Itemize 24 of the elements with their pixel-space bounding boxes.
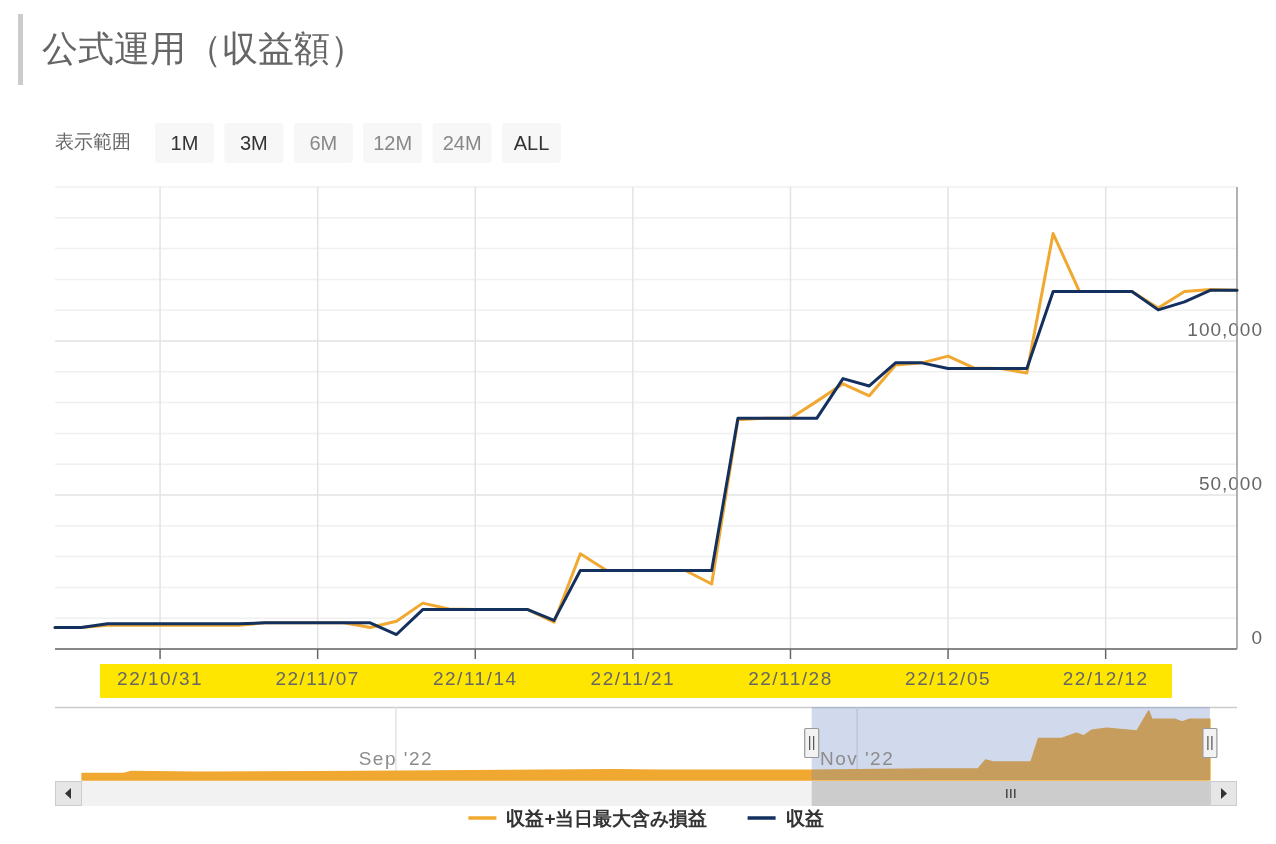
x-tick-label: 22/12/05 xyxy=(905,668,992,689)
x-tick-label: Sep '22 xyxy=(358,748,434,769)
range-button: 6M xyxy=(293,123,353,163)
legend-item: 収益 xyxy=(747,808,824,829)
range-button: ALL xyxy=(502,123,561,163)
x-tick-label: 22/11/07 xyxy=(275,668,360,689)
y-tick-label: 100,000 xyxy=(1187,319,1263,340)
legend-label: 収益 xyxy=(785,808,824,829)
x-tick-label: 22/11/14 xyxy=(433,668,518,689)
range-selector-label: 表示範囲 xyxy=(55,131,131,152)
x-tick-label: Nov '22 xyxy=(819,748,895,769)
legend-label: 収益+当日最大含み損益 xyxy=(506,808,708,829)
title: 公式運用（収益額） xyxy=(42,28,366,69)
y-tick-label: 50,000 xyxy=(1198,473,1263,494)
range-button: 3M xyxy=(224,123,284,163)
x-tick-label: 22/11/21 xyxy=(590,668,676,689)
legend-item: 収益+当日最大含み損益 xyxy=(468,808,708,829)
x-tick-label: 22/12/12 xyxy=(1062,668,1149,689)
range-button: 24M xyxy=(432,123,492,163)
range-button: 1M xyxy=(155,123,214,163)
x-tick-label: 22/10/31 xyxy=(117,668,204,689)
x-tick-label: 22/11/28 xyxy=(748,668,833,689)
range-button: 12M xyxy=(363,123,423,163)
y-tick-label: 0 xyxy=(1251,627,1263,648)
